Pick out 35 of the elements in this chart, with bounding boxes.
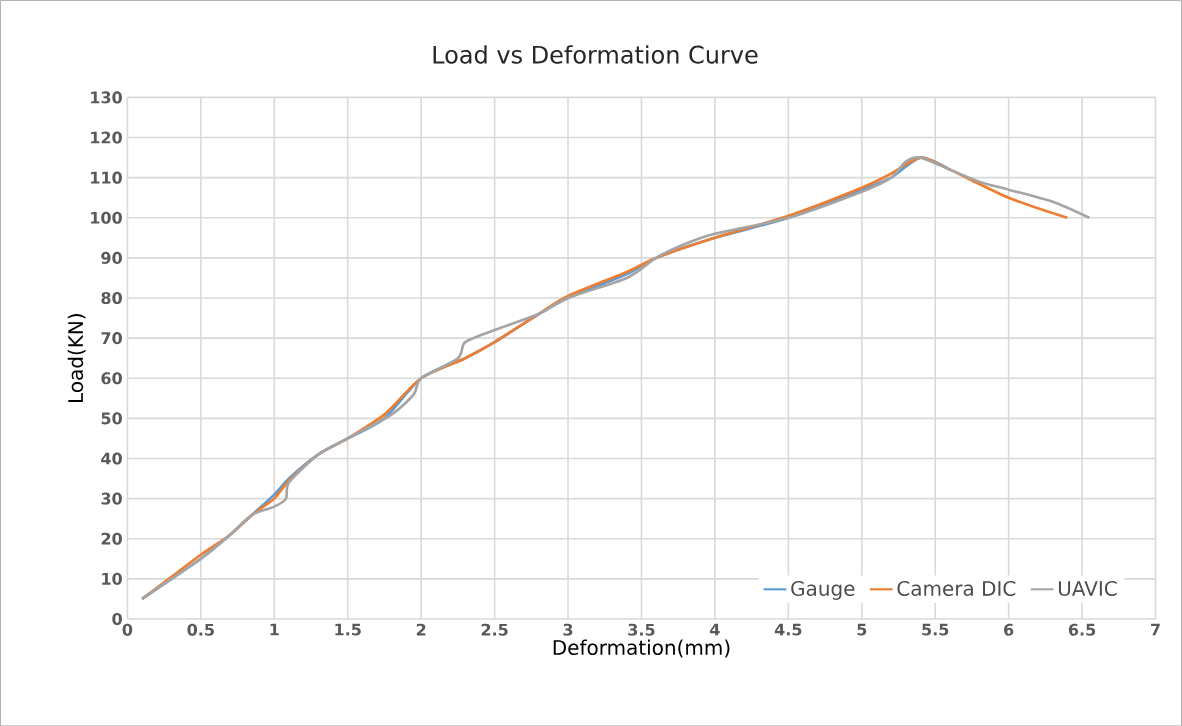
x-tick-label: 0.5 bbox=[187, 623, 214, 636]
y-axis-title: Load(KN) bbox=[67, 313, 86, 402]
x-tick-label: 5 bbox=[857, 623, 867, 636]
x-tick-label: 0 bbox=[122, 623, 133, 636]
x-tick-label: 1.5 bbox=[335, 623, 361, 636]
x-tick-label: 6 bbox=[1004, 623, 1014, 636]
y-tick-label: 10 bbox=[102, 572, 122, 585]
y-tick-label: 50 bbox=[101, 412, 122, 425]
x-tick-label: 3.5 bbox=[628, 623, 655, 636]
x-tick-label: 1 bbox=[270, 623, 279, 636]
chart-title: Load vs Deformation Curve bbox=[433, 44, 758, 64]
x-tick-label: 3 bbox=[563, 623, 573, 636]
y-tick-label: 20 bbox=[101, 532, 122, 545]
y-tick-label: 90 bbox=[101, 251, 122, 264]
y-tick-label: 120 bbox=[91, 131, 122, 144]
y-tick-label: 60 bbox=[101, 372, 122, 385]
x-tick-label: 4.5 bbox=[774, 623, 802, 636]
y-tick-label: 130 bbox=[91, 91, 122, 104]
y-tick-label: 110 bbox=[91, 171, 122, 184]
x-tick-label: 5.5 bbox=[922, 623, 949, 636]
x-tick-label: 4 bbox=[710, 623, 720, 636]
x-tick-label: 6.5 bbox=[1068, 623, 1096, 636]
x-tick-label: 2 bbox=[416, 623, 426, 636]
y-tick-label: 40 bbox=[101, 452, 122, 465]
y-tick-label: 70 bbox=[101, 331, 122, 344]
x-tick-label: 7 bbox=[1151, 623, 1160, 636]
legend-label: Camera DIC bbox=[897, 580, 1016, 596]
y-tick-label: 100 bbox=[91, 211, 122, 224]
y-tick-label: 0 bbox=[112, 612, 122, 625]
y-tick-label: 30 bbox=[101, 492, 122, 505]
legend-label: UAVIC bbox=[1058, 580, 1117, 596]
y-tick-label: 80 bbox=[101, 291, 122, 304]
x-axis-title: Deformation(mm) bbox=[553, 639, 730, 658]
legend-label: Gauge bbox=[791, 580, 855, 600]
x-tick-label: 2.5 bbox=[481, 623, 508, 636]
